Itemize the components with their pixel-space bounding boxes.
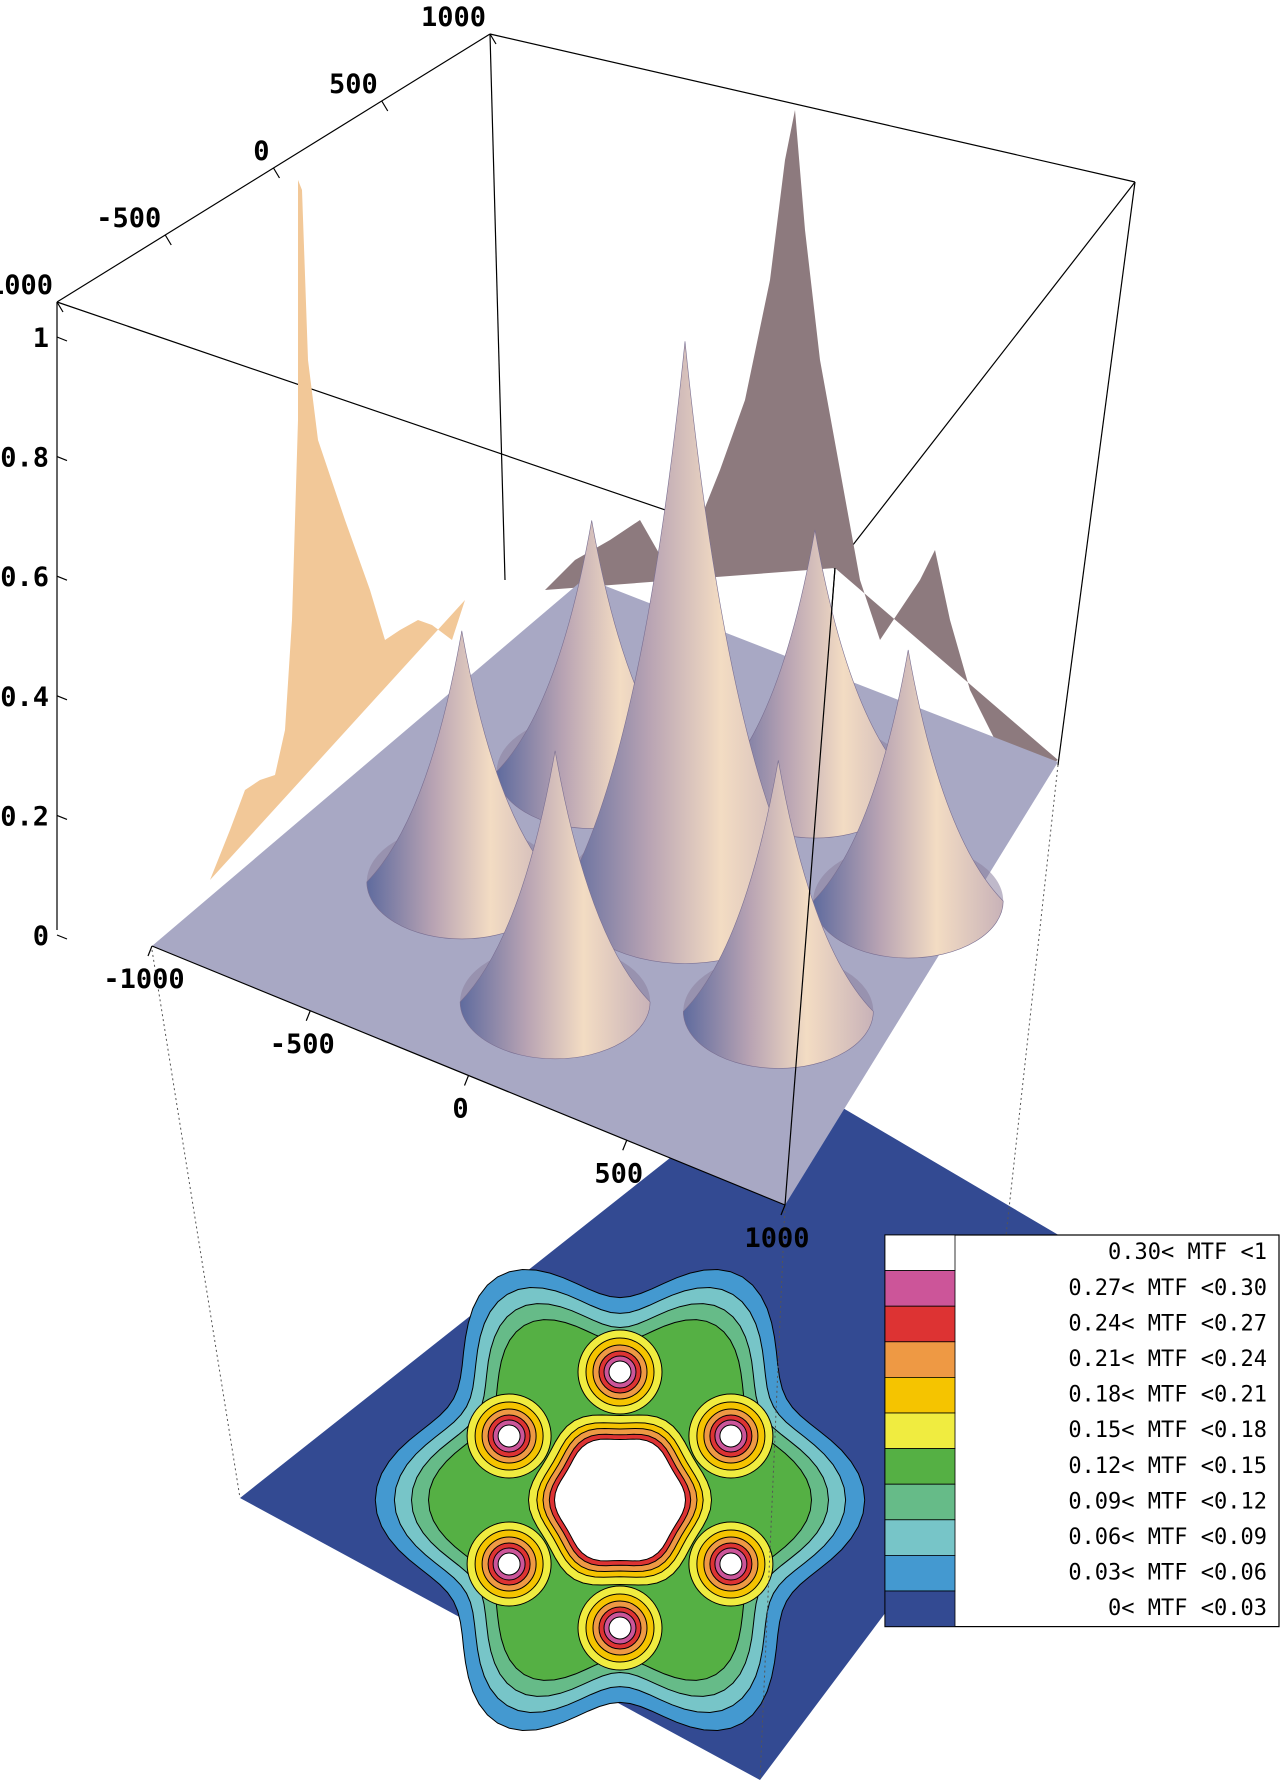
contour-rings bbox=[374, 1268, 866, 1732]
bounding-box bbox=[56, 33, 1136, 1207]
legend-label: 0.30< MTF <1 bbox=[1108, 1240, 1267, 1265]
top-tick-mark bbox=[272, 167, 281, 179]
legend-label: 0.24< MTF <0.27 bbox=[1068, 1311, 1267, 1336]
top-tick-label: -1000 bbox=[0, 270, 53, 301]
contour-satellite-ring bbox=[497, 1552, 521, 1576]
legend-swatch bbox=[884, 1305, 956, 1343]
top-tick-mark bbox=[56, 301, 64, 313]
left-projection bbox=[210, 180, 465, 880]
legend: 0.30< MTF <1 0.27< MTF <0.30 0.24< MTF <0.… bbox=[884, 1234, 1280, 1628]
top-tick-label: -500 bbox=[96, 203, 161, 234]
bottom-tick-mark bbox=[463, 1075, 470, 1086]
top-tick-mark bbox=[381, 100, 389, 112]
contour-center-ring bbox=[553, 1438, 687, 1562]
z-tick-label: 0 bbox=[33, 921, 49, 952]
legend-swatch bbox=[884, 1519, 956, 1556]
bottom-tick-mark bbox=[305, 1010, 311, 1021]
legend-label: 0.15< MTF <0.18 bbox=[1068, 1418, 1267, 1443]
legend-swatch bbox=[884, 1448, 956, 1485]
bottom-tick-mark bbox=[147, 945, 153, 957]
legend-label: 0.27< MTF <0.30 bbox=[1068, 1276, 1267, 1301]
bottom-tick-label: 500 bbox=[594, 1158, 643, 1189]
legend-label: 0< MTF <0.03 bbox=[1108, 1596, 1267, 1621]
floor-contour bbox=[240, 1071, 1135, 1780]
surface-peaks bbox=[366, 341, 1004, 1069]
top-tick-label: 1000 bbox=[421, 2, 486, 33]
peak-cone bbox=[459, 750, 651, 1060]
bottom-tick-mark bbox=[622, 1140, 628, 1151]
legend-swatch bbox=[884, 1341, 956, 1378]
bottom-tick-label: 1000 bbox=[744, 1223, 809, 1254]
back-projection bbox=[545, 110, 1058, 770]
legend-label: 0.03< MTF <0.06 bbox=[1068, 1561, 1267, 1586]
dotted-edges bbox=[151, 764, 1059, 1781]
legend-swatch bbox=[884, 1555, 956, 1592]
legend-swatch bbox=[884, 1270, 956, 1307]
legend-label: 0.18< MTF <0.21 bbox=[1068, 1383, 1267, 1408]
bottom-axis-ticks: -1000 -500 0 500 1000 bbox=[103, 945, 810, 1254]
contour-satellite-ring bbox=[497, 1424, 521, 1448]
peak-cone bbox=[682, 760, 874, 1069]
z-tick-label: 0.6 bbox=[0, 562, 49, 593]
z-tick-label: 1 bbox=[33, 323, 49, 354]
top-tick-mark bbox=[164, 234, 172, 246]
top-tick-label: 0 bbox=[253, 136, 269, 167]
legend-label: 0.06< MTF <0.09 bbox=[1068, 1525, 1267, 1550]
z-axis-ticks: 0 0.2 0.4 0.6 0.8 1 bbox=[0, 323, 68, 952]
contour-satellite-ring bbox=[719, 1552, 743, 1576]
legend-label: 0.09< MTF <0.12 bbox=[1068, 1489, 1267, 1514]
legend-swatch bbox=[884, 1483, 956, 1521]
bottom-tick-label: -500 bbox=[270, 1029, 335, 1060]
bottom-tick-label: 0 bbox=[452, 1094, 468, 1125]
legend-swatch bbox=[884, 1234, 956, 1271]
z-tick-label: 0.2 bbox=[0, 801, 49, 832]
z-tick-mark bbox=[56, 814, 68, 820]
contour-satellite-ring bbox=[608, 1360, 632, 1384]
contour-satellite-ring bbox=[719, 1424, 743, 1448]
z-tick-label: 0.8 bbox=[0, 443, 49, 474]
contour-satellite-ring bbox=[608, 1616, 632, 1640]
bottom-tick-mark bbox=[780, 1204, 786, 1216]
top-axis-ticks: -1000 -500 0 500 1000 bbox=[0, 2, 497, 313]
legend-label: 0.12< MTF <0.15 bbox=[1068, 1454, 1267, 1479]
z-tick-label: 0.4 bbox=[0, 682, 49, 713]
z-tick-mark bbox=[56, 575, 68, 581]
legend-swatch bbox=[884, 1377, 956, 1414]
z-tick-mark bbox=[56, 695, 68, 701]
legend-swatch bbox=[884, 1590, 956, 1627]
peak-cone bbox=[812, 649, 1004, 959]
top-tick-label: 500 bbox=[329, 69, 378, 100]
legend-label: 0.21< MTF <0.24 bbox=[1068, 1347, 1267, 1372]
z-tick-mark bbox=[56, 934, 68, 940]
z-tick-mark bbox=[56, 456, 68, 462]
top-tick-mark bbox=[489, 33, 497, 45]
legend-swatch bbox=[884, 1412, 956, 1449]
bottom-tick-label: -1000 bbox=[103, 964, 184, 995]
z-tick-mark bbox=[56, 336, 68, 342]
